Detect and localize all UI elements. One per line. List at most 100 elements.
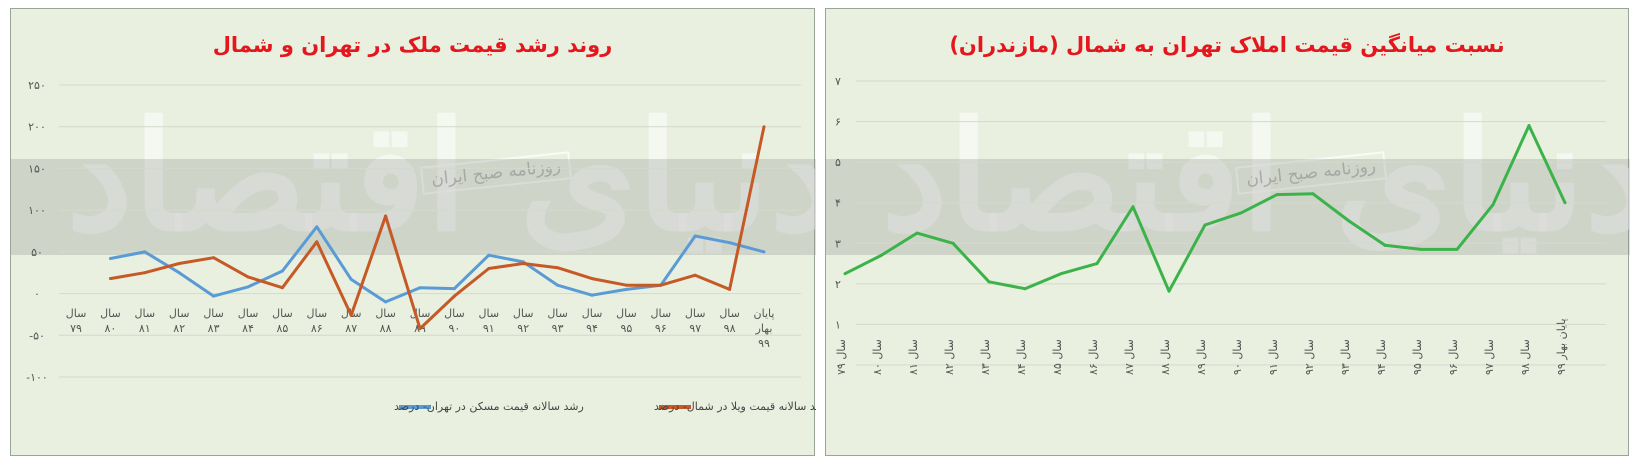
data-point	[1419, 247, 1423, 251]
x-tick-label: سال ۹۶	[651, 307, 672, 335]
svg-text:۸۸: ۸۸	[380, 322, 392, 335]
y-tick-label: ۰	[835, 359, 841, 372]
legend: رشد سالانه قیمت مسکن در تهران- درصد رشد س…	[394, 400, 816, 413]
y-tick-label: ۲۵۰	[28, 79, 46, 92]
x-tick-label: سال ۸۲	[943, 339, 956, 375]
svg-text:سال: سال	[375, 307, 396, 320]
svg-text:سال: سال	[582, 307, 603, 320]
y-tick-label: ۳	[835, 237, 841, 250]
data-point	[590, 277, 594, 281]
data-point	[728, 287, 732, 291]
svg-text:سال: سال	[169, 307, 190, 320]
data-point	[246, 285, 250, 289]
x-tick-label: سال ۸۸	[1159, 339, 1172, 375]
x-tick-label: سال ۸۸	[375, 307, 396, 335]
x-tick-label: سال ۹۳	[547, 307, 568, 335]
x-tick-label: سال ۹۴	[582, 307, 603, 335]
data-point	[280, 269, 284, 273]
svg-text:سال ۹۵: سال ۹۵	[1411, 339, 1424, 375]
data-point	[108, 277, 112, 281]
x-tick-label: سال ۹۴	[1375, 339, 1388, 375]
data-point	[1203, 223, 1207, 227]
data-point	[1167, 289, 1171, 293]
x-tick-label: سال ۹۸	[719, 307, 740, 335]
x-tick-label: سال ۸۴	[238, 307, 259, 335]
data-point	[452, 287, 456, 291]
svg-text:سال ۹۳: سال ۹۳	[1339, 339, 1352, 375]
svg-text:بهار: بهار	[755, 322, 773, 335]
x-tick-label: سال ۹۸	[1519, 339, 1532, 375]
x-tick-label: سال ۸۷	[1123, 339, 1136, 375]
y-tick-label: ۷	[835, 75, 841, 88]
data-point	[349, 313, 353, 317]
svg-text:سال ۸۲: سال ۸۲	[943, 339, 956, 375]
data-point	[315, 225, 319, 229]
data-point	[624, 287, 628, 291]
y-tick-label: -۱۰۰	[26, 371, 48, 384]
svg-text:سال ۷۹: سال ۷۹	[835, 339, 848, 375]
chart-canvas-1: -۱۰۰-۵۰۰۵۰۱۰۰۱۵۰۲۰۰۲۵۰سال۷۹سال۸۰سال۸۱سال…	[11, 79, 816, 413]
svg-text:سال: سال	[513, 307, 534, 320]
svg-text:۸۵: ۸۵	[276, 322, 288, 335]
x-tick-label: سال ۸۵	[1051, 339, 1064, 375]
data-point	[590, 293, 594, 297]
chart-title: روند رشد قیمت ملک در تهران و شمال	[212, 33, 613, 57]
svg-text:۸۲: ۸۲	[173, 322, 185, 335]
data-point	[177, 262, 181, 266]
svg-text:پایان: پایان	[754, 307, 775, 320]
svg-text:۹۰: ۹۰	[448, 322, 460, 335]
data-point	[1491, 203, 1495, 207]
x-tick-label: سال ۸۵	[272, 307, 293, 335]
svg-text:سال: سال	[307, 307, 328, 320]
data-point	[1311, 192, 1315, 196]
x-tick-label: سال ۹۷	[685, 307, 706, 335]
data-point	[987, 280, 991, 284]
y-tick-label: ۵	[835, 156, 841, 169]
x-tick-label: پایان بهار ۹۹	[1555, 318, 1568, 375]
band	[826, 159, 1630, 255]
data-point	[624, 283, 628, 287]
svg-text:۸۱: ۸۱	[139, 322, 151, 335]
legend-item: رشد سالانه قیمت مسکن در تهران- درصد	[394, 400, 584, 413]
x-tick-label: سال ۹۰	[444, 307, 465, 335]
svg-text:سال: سال	[100, 307, 121, 320]
data-point	[693, 234, 697, 238]
svg-text:۹۷: ۹۷	[689, 322, 701, 335]
svg-text:سال ۹۱: سال ۹۱	[1267, 339, 1280, 375]
svg-text:سال ۹۷: سال ۹۷	[1483, 339, 1496, 375]
svg-text:۸۰: ۸۰	[104, 322, 116, 335]
y-tick-label: ۱۰۰	[28, 204, 46, 217]
data-point	[521, 262, 525, 266]
data-point	[418, 286, 422, 290]
data-point	[693, 273, 697, 277]
data-point	[843, 272, 847, 276]
x-tick-label: سال ۸۰	[871, 339, 884, 375]
y-tick-label: ۱	[835, 318, 841, 331]
svg-text:سال: سال	[66, 307, 87, 320]
data-point	[212, 256, 216, 260]
data-point	[1347, 219, 1351, 223]
svg-text:۹۱: ۹۱	[483, 322, 495, 335]
svg-text:پایان بهار ۹۹: پایان بهار ۹۹	[1555, 318, 1568, 375]
svg-text:سال: سال	[203, 307, 224, 320]
svg-text:۸۶: ۸۶	[311, 322, 323, 335]
y-tick-label: ۲	[835, 278, 841, 291]
x-tick-label: سال ۸۱	[135, 307, 156, 335]
x-tick-label: سال ۸۴	[1015, 339, 1028, 375]
data-point	[418, 327, 422, 331]
data-point	[384, 214, 388, 218]
svg-text:سال: سال	[547, 307, 568, 320]
data-point	[108, 257, 112, 261]
svg-text:۸۳: ۸۳	[208, 322, 220, 335]
watermark: دنیای اقتصاد	[66, 89, 836, 265]
data-point	[487, 253, 491, 257]
svg-text:سال: سال	[444, 307, 465, 320]
x-tick-label: سال ۹۶	[1447, 339, 1460, 375]
data-point	[1059, 272, 1063, 276]
svg-text:سال: سال	[616, 307, 637, 320]
chart-title: نسبت میانگین قیمت املاک تهران به شمال (م…	[949, 33, 1505, 57]
chart-panel-price-ratio: دنیای اقتصاد روزنامه صبح ایران نسبت میان…	[825, 8, 1638, 456]
x-tick-label: سال ۹۱	[1267, 339, 1280, 375]
data-point	[1023, 287, 1027, 291]
x-tick-label: سال ۸۹	[1195, 339, 1208, 375]
